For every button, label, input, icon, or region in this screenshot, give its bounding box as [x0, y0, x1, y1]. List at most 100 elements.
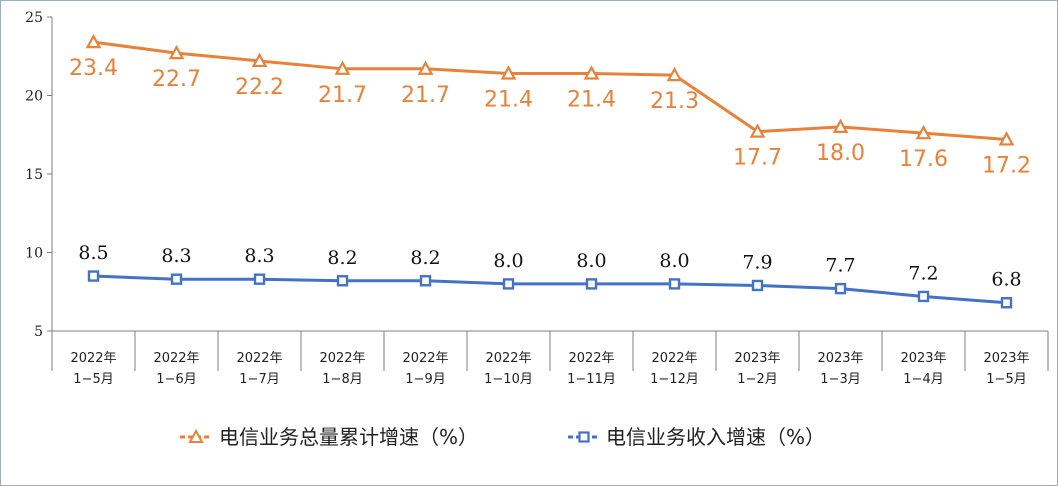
legend: 电信业务总量累计增速（%） 电信业务收入增速（%） [180, 425, 825, 449]
x-tick-label-line: 1−3月 [820, 372, 860, 387]
x-tick-label: 2023年 1−4月 [900, 351, 946, 387]
data-point-triangle [749, 123, 766, 138]
data-point-square [834, 282, 847, 295]
data-point-triangle [85, 33, 102, 49]
data-label: 7.2 [908, 262, 938, 284]
data-label: 18.0 [816, 141, 865, 166]
x-tick-label-line: 1−2月 [737, 372, 777, 387]
series-line [93, 274, 1007, 305]
x-tick-label: 2022年 1−9月 [402, 351, 448, 387]
y-tick-label: 5 [34, 324, 43, 340]
data-point-square [419, 275, 432, 287]
data-label: 21.7 [318, 83, 367, 108]
data-point-square [253, 273, 266, 285]
data-label: 6.8 [991, 269, 1021, 291]
x-tick-label-line: 2022年 [402, 351, 448, 366]
data-label: 8.5 [78, 242, 108, 264]
data-label: 8.2 [410, 247, 440, 269]
x-tick-label-line: 1−5月 [986, 372, 1026, 387]
x-tick-label-line: 2022年 [319, 351, 365, 366]
data-label: 8.0 [576, 250, 606, 272]
x-tick-label: 2022年 1−5月 [70, 351, 116, 387]
data-point-triangle [500, 65, 517, 80]
data-point-triangle [666, 66, 683, 82]
data-label: 21.4 [567, 88, 616, 113]
data-point-triangle [832, 118, 849, 133]
y-tick-label: 20 [25, 89, 43, 105]
x-tick-label-line: 2023年 [983, 351, 1029, 366]
x-tick-label: 2023年 1−5月 [983, 351, 1029, 387]
data-point-triangle [251, 52, 268, 68]
x-tick-label: 2022年 1−8月 [319, 351, 365, 387]
series-2: 8.5 8.3 8.3 8.2 8.2 8.0 8.0 8.0 7.9 7.7 7.2 6.8 [78, 242, 1022, 309]
data-point-square [585, 278, 598, 290]
y-tick-label: 15 [25, 167, 43, 183]
series-layer: 23.4 22.7 22.2 21.7 21.7 21.4 21.4 21.3 17.7 18.0… [69, 33, 1031, 309]
x-tick-label: 2022年 1−11月 [567, 351, 616, 387]
data-label: 23.4 [69, 56, 118, 81]
data-label: 8.3 [244, 245, 274, 267]
data-label: 8.0 [493, 250, 523, 272]
x-tick-label-line: 1−7月 [239, 372, 279, 387]
x-tick-label-line: 2022年 [70, 351, 116, 366]
data-point-triangle [417, 60, 434, 75]
x-tick-label-line: 1−4月 [903, 372, 943, 387]
legend-label: 电信业务总量累计增速（%） [219, 425, 478, 449]
series-1: 23.4 22.7 22.2 21.7 21.7 21.4 21.4 21.3 17.7 18.0… [69, 33, 1031, 178]
data-label: 21.7 [401, 83, 450, 108]
data-point-square [751, 279, 764, 292]
data-point-triangle [168, 44, 185, 60]
x-tick-label-line: 2022年 [568, 351, 614, 366]
legend-item-2: 电信业务收入增速（%） [568, 425, 825, 449]
y-tick-label: 25 [25, 10, 43, 26]
x-tick-label-line: 2023年 [817, 351, 863, 366]
data-point-square [336, 275, 349, 287]
x-tick-label-line: 1−6月 [156, 372, 196, 387]
x-tick-label-line: 2022年 [485, 351, 531, 366]
x-tick-label-line: 2022年 [651, 351, 697, 366]
x-tick-label: 2022年 1−7月 [236, 351, 282, 387]
x-tick-label-line: 1−8月 [322, 372, 362, 387]
data-label: 7.9 [742, 251, 772, 273]
legend-label: 电信业务收入增速（%） [606, 425, 825, 449]
y-tick-label: 10 [25, 246, 43, 262]
data-point-square [668, 278, 681, 290]
x-tick-label: 2022年 1−12月 [650, 351, 699, 387]
data-point-triangle [998, 131, 1015, 146]
x-tick-label-line: 2022年 [153, 351, 199, 366]
x-tick-label: 2022年 1−6月 [153, 351, 199, 387]
data-point-square [917, 290, 930, 303]
x-tick-label-line: 1−12月 [650, 372, 699, 387]
legend-item-1: 电信业务总量累计增速（%） [180, 425, 478, 449]
data-label: 17.2 [982, 153, 1031, 178]
series-line [93, 40, 1007, 141]
data-point-square [1000, 297, 1013, 309]
data-label: 22.7 [152, 67, 201, 92]
data-label: 21.4 [484, 88, 533, 113]
data-label: 17.7 [733, 146, 782, 171]
data-label: 22.2 [235, 75, 284, 100]
data-point-triangle [583, 65, 600, 80]
x-tick-label-line: 1−11月 [567, 372, 616, 387]
x-tick-label-line: 2023年 [734, 351, 780, 366]
legend-triangle-icon [188, 428, 204, 443]
data-label: 21.3 [650, 89, 699, 114]
x-tick-label: 2023年 1−2月 [734, 351, 780, 387]
data-point-triangle [915, 124, 932, 140]
x-tick-label-line: 1−9月 [405, 372, 445, 387]
x-tick-label: 2023年 1−3月 [817, 351, 863, 387]
x-tick-label: 2022年 1−10月 [484, 351, 533, 387]
x-tick-label-line: 2023年 [900, 351, 946, 366]
x-tick-label-line: 1−5月 [73, 372, 113, 387]
data-label: 7.7 [825, 255, 855, 277]
data-point-square [87, 270, 100, 282]
data-label: 17.6 [899, 147, 948, 172]
data-label: 8.3 [161, 245, 191, 267]
data-label: 8.2 [327, 247, 357, 269]
legend-square-icon [578, 431, 590, 443]
data-point-triangle [334, 60, 351, 75]
x-tick-label-line: 1−10月 [484, 372, 533, 387]
x-tick-label-line: 2022年 [236, 351, 282, 366]
